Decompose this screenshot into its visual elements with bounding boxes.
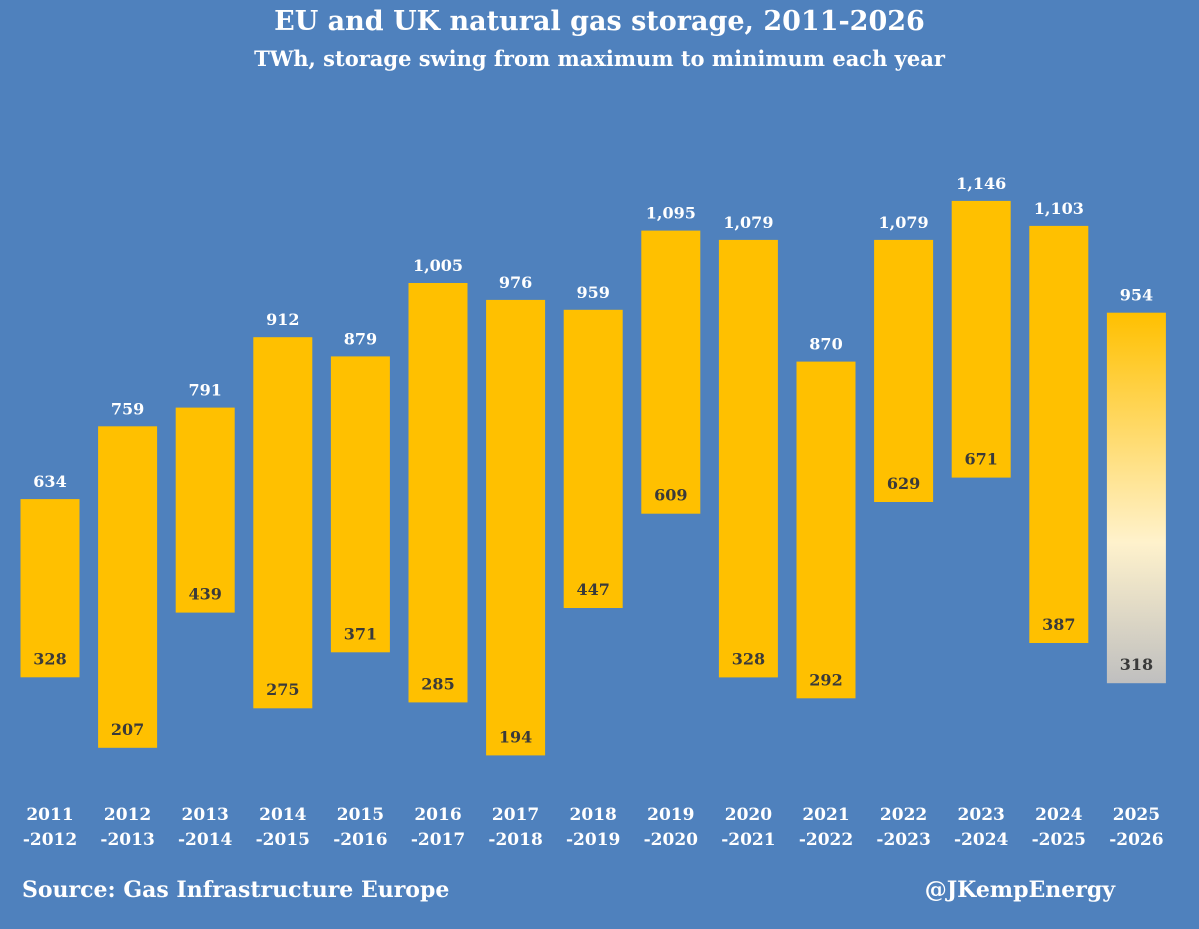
max-label-2014: 912: [266, 310, 299, 329]
max-label-2016: 1,005: [413, 256, 463, 275]
bar-2023: [951, 200, 1011, 478]
max-label-2024: 1,103: [1034, 199, 1084, 218]
bar-2021: [796, 361, 856, 699]
max-label-2019: 1,095: [646, 204, 696, 223]
x-tick-2020: 2020 -2021: [721, 805, 775, 850]
x-tick-2016: 2016 -2017: [411, 805, 465, 850]
max-label-2018: 959: [576, 283, 609, 302]
x-tick-2025: 2025 -2026: [1109, 805, 1163, 850]
x-tick-2014: 2014 -2015: [256, 805, 310, 850]
bar-2015: [330, 356, 390, 653]
min-label-2025: 318: [1120, 655, 1153, 674]
max-label-2012: 759: [111, 399, 144, 418]
x-tick-2017: 2017 -2018: [488, 805, 542, 850]
x-tick-2023: 2023 -2024: [954, 805, 1009, 850]
min-label-2024: 387: [1042, 615, 1075, 634]
x-tick-2022: 2022 -2023: [876, 805, 930, 850]
x-tick-2015: 2015 -2016: [333, 805, 387, 850]
min-label-2018: 447: [576, 580, 609, 599]
source-note: Source: Gas Infrastructure Europe: [22, 877, 450, 903]
min-label-2017: 194: [499, 727, 532, 746]
x-tick-2012: 2012 -2013: [100, 805, 154, 850]
min-label-2011: 328: [33, 649, 66, 668]
bar-2014: [253, 337, 313, 709]
min-label-2014: 275: [266, 680, 299, 699]
bar-2012: [98, 426, 158, 748]
x-tick-2013: 2013 -2014: [178, 805, 233, 850]
x-tick-2019: 2019 -2020: [644, 805, 699, 850]
max-label-2015: 879: [344, 329, 377, 348]
bar-2018: [563, 309, 623, 608]
bar-2020: [718, 239, 778, 678]
max-label-2017: 976: [499, 273, 532, 292]
min-label-2022: 629: [887, 474, 920, 493]
bar-2024: [1029, 225, 1089, 643]
min-label-2021: 292: [809, 670, 842, 689]
chart-title: EU and UK natural gas storage, 2011-2026: [274, 6, 925, 37]
bar-2025: [1106, 312, 1166, 684]
min-label-2019: 609: [654, 486, 687, 505]
x-tick-2018: 2018 -2019: [566, 805, 620, 850]
min-label-2023: 671: [964, 450, 997, 469]
min-label-2013: 439: [188, 585, 221, 604]
max-label-2013: 791: [188, 381, 221, 400]
bar-2017: [486, 299, 546, 756]
max-label-2023: 1,146: [956, 174, 1006, 193]
bar-2019: [641, 230, 701, 514]
max-label-2022: 1,079: [879, 213, 929, 232]
bars-group: [20, 200, 1166, 756]
max-label-2025: 954: [1120, 286, 1153, 305]
chart-subtitle: TWh, storage swing from maximum to minim…: [254, 46, 945, 71]
bar-2022: [874, 239, 934, 502]
x-tick-2021: 2021 -2022: [799, 805, 853, 850]
min-label-2015: 371: [344, 624, 377, 643]
bar-2011: [20, 499, 80, 678]
min-label-2012: 207: [111, 720, 144, 739]
max-label-2020: 1,079: [723, 213, 773, 232]
max-label-2021: 870: [809, 335, 842, 354]
max-label-2011: 634: [33, 472, 66, 491]
x-tick-2011: 2011 -2012: [23, 805, 77, 850]
author-handle: @JKempEnergy: [924, 877, 1115, 903]
min-label-2020: 328: [732, 649, 765, 668]
bar-2016: [408, 283, 468, 703]
bar-2013: [175, 407, 235, 613]
x-tick-2024: 2024 -2025: [1032, 805, 1086, 850]
value-labels-group: 634 328 759 207 791 439 912 275 879 371 1,005 285 97…: [33, 174, 1153, 747]
min-label-2016: 285: [421, 674, 454, 693]
x-axis: 2011 -2012 2012 -2013 2013 -2014 2014 -2015 2015…: [23, 805, 1164, 850]
